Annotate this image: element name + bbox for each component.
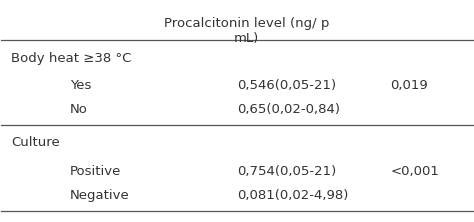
Text: <0,001: <0,001 [390,165,439,178]
Text: Positive: Positive [70,165,121,178]
Text: Negative: Negative [70,189,129,202]
Text: Body heat ≥38 °C: Body heat ≥38 °C [11,52,131,65]
Text: 0,65(0,02-0,84): 0,65(0,02-0,84) [237,103,340,116]
Text: 0,546(0,05-21): 0,546(0,05-21) [237,79,336,92]
Text: Procalcitonin level (ng/ p
mL): Procalcitonin level (ng/ p mL) [164,17,329,45]
Text: No: No [70,103,88,116]
Text: Culture: Culture [11,136,60,149]
Text: 0,019: 0,019 [390,79,428,92]
Text: 0,754(0,05-21): 0,754(0,05-21) [237,165,336,178]
Text: 0,081(0,02-4,98): 0,081(0,02-4,98) [237,189,348,202]
Text: Yes: Yes [70,79,91,92]
